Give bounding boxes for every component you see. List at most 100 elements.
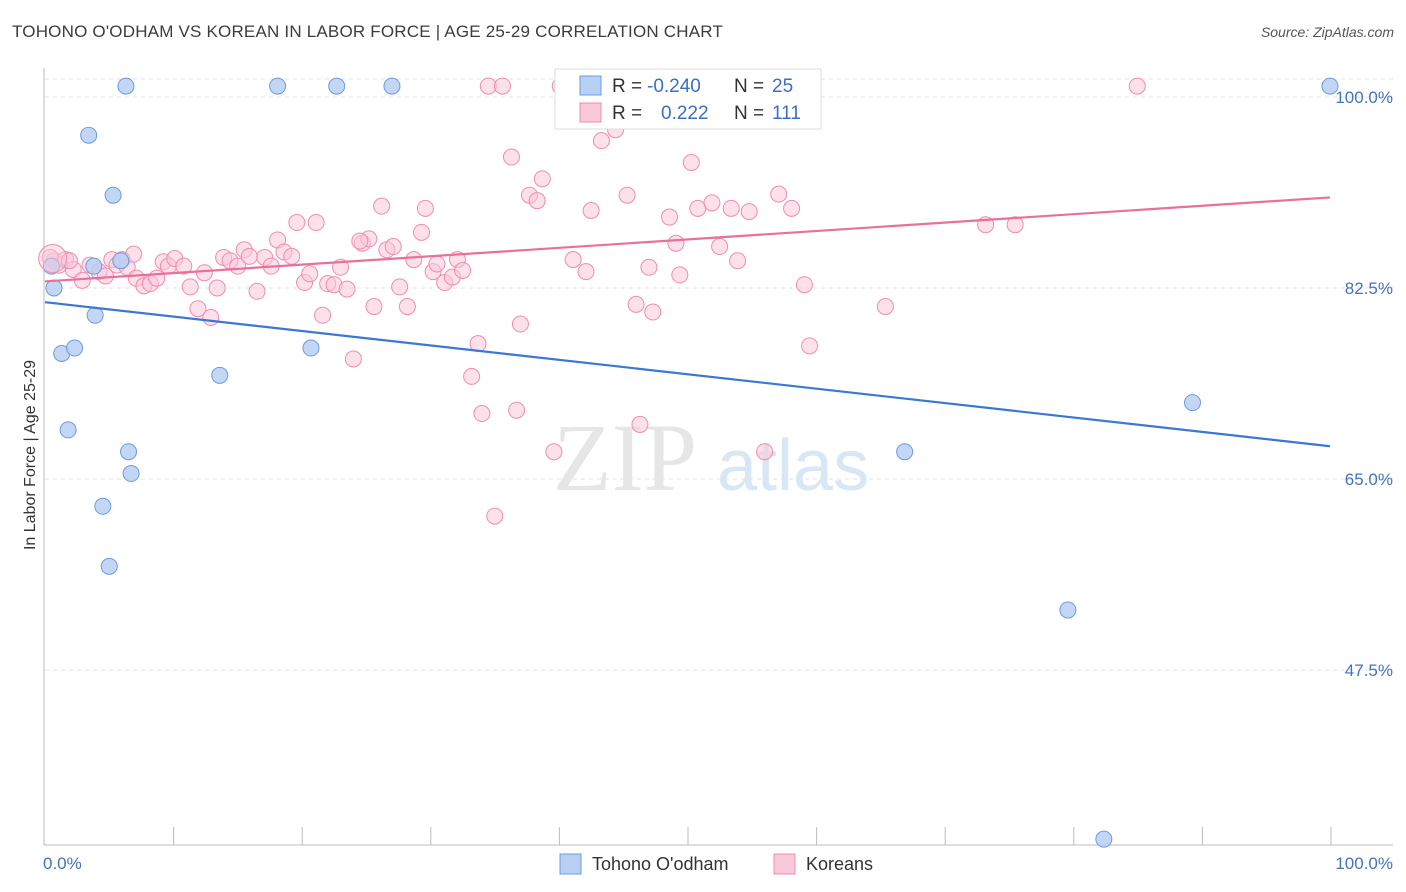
- point-tohono: [328, 77, 346, 95]
- point-korean: [661, 208, 679, 226]
- point-korean: [682, 153, 700, 171]
- point-tohono: [122, 465, 140, 483]
- point-korean: [1006, 216, 1024, 234]
- y-tick-label: 82.5%: [1345, 279, 1393, 298]
- point-korean: [373, 197, 391, 215]
- point-korean: [314, 306, 332, 324]
- point-korean: [351, 232, 369, 250]
- point-korean: [1128, 77, 1146, 95]
- point-tohono: [896, 443, 914, 461]
- stats-legend: R = -0.240 N = 25 R = 0.222 N = 111: [554, 68, 822, 130]
- point-tohono: [383, 77, 401, 95]
- point-korean: [564, 251, 582, 269]
- point-korean: [770, 185, 788, 203]
- chart-source: Source: ZipAtlas.com: [1260, 24, 1394, 40]
- point-tohono: [1059, 601, 1077, 619]
- point-korean: [486, 507, 504, 525]
- point-korean: [722, 199, 740, 217]
- point-korean: [545, 443, 563, 461]
- point-korean: [175, 257, 193, 275]
- point-korean: [248, 282, 266, 300]
- watermark-atlas: atlas: [717, 426, 869, 506]
- y-tick-label: 47.5%: [1345, 661, 1393, 680]
- point-korean: [202, 308, 220, 326]
- point-korean: [195, 264, 213, 282]
- chart-title: TOHONO O'ODHAM VS KOREAN IN LABOR FORCE …: [12, 22, 724, 41]
- point-korean: [301, 265, 319, 283]
- point-tohono: [1321, 77, 1339, 95]
- point-korean: [671, 266, 689, 284]
- point-korean: [148, 269, 166, 287]
- point-tohono: [59, 421, 77, 439]
- y-tick-label: 100.0%: [1335, 88, 1393, 107]
- series-legend: Tohono O'odham Koreans: [559, 853, 873, 875]
- point-korean: [876, 298, 894, 316]
- point-korean: [577, 263, 595, 281]
- point-tohono: [94, 497, 112, 515]
- point-korean: [689, 199, 707, 217]
- y-tick-label: 65.0%: [1345, 470, 1393, 489]
- point-korean: [640, 258, 658, 276]
- point-tohono: [45, 279, 63, 297]
- point-korean: [283, 247, 301, 265]
- legend-r-value-tohono: -0.240: [647, 76, 701, 97]
- point-korean: [365, 298, 383, 316]
- point-tohono: [211, 366, 229, 384]
- legend-swatch-koreans: [579, 102, 602, 123]
- point-korean: [463, 367, 481, 385]
- point-korean: [473, 405, 491, 423]
- legend-r-label-koreans: R =: [612, 103, 642, 124]
- point-korean: [344, 350, 362, 368]
- series-legend-label-koreans: Koreans: [806, 854, 873, 874]
- axes: [43, 68, 1393, 846]
- point-korean: [508, 401, 526, 419]
- x-tick-label-min: 0.0%: [43, 854, 82, 873]
- point-korean: [38, 244, 68, 274]
- point-korean: [627, 295, 645, 313]
- point-korean: [740, 203, 758, 221]
- legend-n-value-koreans: 111: [772, 103, 801, 124]
- point-tohono: [1095, 830, 1113, 848]
- point-tohono: [86, 306, 104, 324]
- point-korean: [428, 255, 446, 273]
- point-korean: [618, 186, 636, 204]
- point-tohono: [120, 443, 138, 461]
- point-korean: [644, 303, 662, 321]
- point-korean: [398, 298, 416, 316]
- point-tohono: [1184, 394, 1202, 412]
- point-korean: [384, 238, 402, 256]
- point-korean: [502, 148, 520, 166]
- point-korean: [783, 199, 801, 217]
- legend-r-value-koreans: 0.222: [661, 103, 709, 124]
- point-korean: [703, 194, 721, 212]
- scatter-points: [38, 77, 1339, 848]
- point-korean: [416, 199, 434, 217]
- y-axis-label: In Labor Force | Age 25-29: [22, 360, 39, 550]
- trend-line-koreans: [44, 196, 1331, 283]
- point-korean: [391, 278, 409, 296]
- point-tohono: [302, 339, 320, 357]
- legend-n-value-tohono: 25: [772, 76, 793, 97]
- point-korean: [288, 214, 306, 232]
- point-tohono: [104, 186, 122, 204]
- gridlines: [45, 78, 1393, 671]
- point-korean: [592, 132, 610, 150]
- point-korean: [729, 252, 747, 270]
- point-korean: [667, 234, 685, 252]
- point-tohono: [85, 257, 103, 275]
- point-korean: [493, 77, 511, 95]
- point-korean: [208, 279, 226, 297]
- trend-line-tohono: [44, 301, 1331, 448]
- point-korean: [795, 276, 813, 294]
- point-korean: [756, 443, 774, 461]
- legend-n-label-tohono: N =: [734, 76, 764, 97]
- point-tohono: [66, 339, 84, 357]
- point-korean: [405, 251, 423, 269]
- point-korean: [240, 247, 258, 265]
- point-tohono: [269, 77, 287, 95]
- point-tohono: [100, 557, 118, 575]
- point-tohono: [117, 77, 135, 95]
- legend-r-label-tohono: R =: [612, 76, 642, 97]
- point-korean: [479, 77, 497, 95]
- series-legend-swatch-tohono: [559, 853, 582, 875]
